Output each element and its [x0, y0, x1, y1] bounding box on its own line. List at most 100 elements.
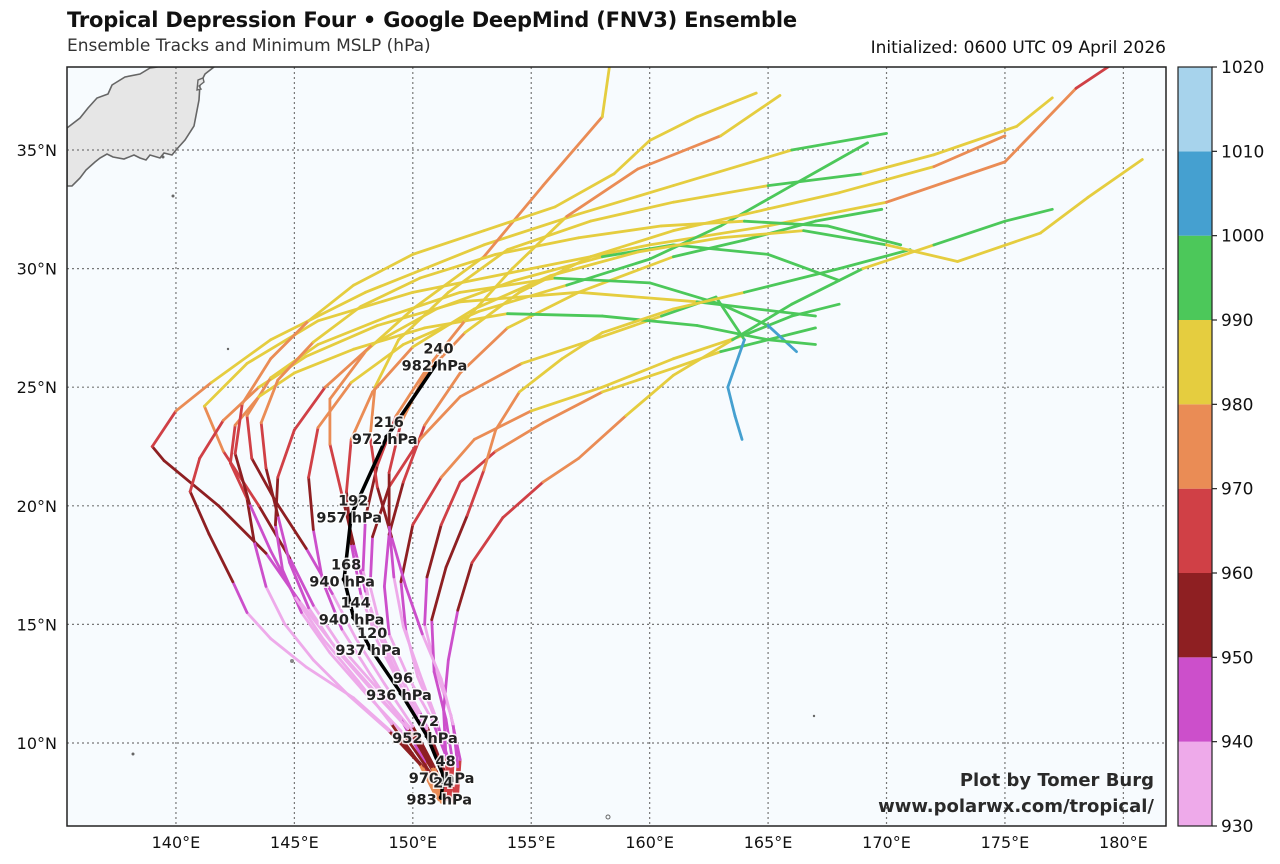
- track-segment: [387, 523, 396, 579]
- y-tick-label: 20°N: [17, 497, 57, 516]
- track-segment: [371, 689, 410, 731]
- track-segment: [494, 390, 521, 432]
- colorbar-bin: [1178, 404, 1212, 489]
- track-segment: [517, 357, 564, 394]
- track-segment: [766, 200, 888, 228]
- track-segment: [411, 229, 486, 256]
- track-segment: [321, 637, 360, 683]
- track-segment: [198, 419, 225, 460]
- track-segment: [257, 504, 292, 560]
- track-segment: [446, 248, 509, 294]
- track-segment: [368, 385, 377, 439]
- track-segment: [311, 604, 344, 650]
- track-segment: [513, 255, 604, 282]
- track-segment: [328, 651, 367, 695]
- colorbar-bin: [1178, 573, 1212, 658]
- track-segment: [885, 243, 959, 263]
- track-segment: [766, 252, 841, 282]
- ensemble-track: [430, 248, 912, 799]
- track-segment: [371, 618, 396, 669]
- track-segment: [316, 314, 391, 346]
- track-segment: [560, 331, 604, 361]
- track-segment: [368, 535, 374, 588]
- track-segment: [380, 632, 405, 683]
- track-segment: [733, 414, 744, 441]
- track-segment: [790, 132, 888, 152]
- island-small: [131, 752, 135, 756]
- island-small: [812, 714, 816, 718]
- track-segment: [247, 502, 273, 553]
- track-segment: [347, 694, 391, 733]
- mslp-label: 972 hPa: [352, 432, 418, 448]
- ensemble-track: [387, 134, 1007, 797]
- track-segment: [399, 684, 429, 731]
- forecast-hour-label: 168: [331, 557, 361, 573]
- track-segment: [316, 290, 415, 323]
- colorbar-tick-label: 1000: [1221, 227, 1264, 247]
- forecast-hour-label: 192: [338, 493, 368, 509]
- track-segment: [274, 523, 284, 572]
- track-segment: [340, 627, 372, 676]
- track-segment: [411, 255, 486, 311]
- track-segment: [766, 172, 865, 187]
- track-segment: [444, 717, 455, 766]
- track-segment: [418, 395, 462, 441]
- track-segment: [188, 490, 211, 536]
- ensemble-track: [233, 91, 758, 799]
- track-segment: [506, 312, 604, 318]
- track-segment: [766, 338, 817, 346]
- track-segment: [589, 200, 675, 223]
- track-segment: [932, 219, 1007, 247]
- track-segment: [188, 456, 202, 493]
- y-tick-label: 15°N: [17, 615, 57, 634]
- track-segment: [382, 682, 415, 728]
- track-segment: [482, 205, 557, 233]
- track-segment: [418, 762, 438, 799]
- track-segment: [600, 307, 675, 335]
- track-segment: [465, 468, 486, 517]
- track-segment: [259, 378, 280, 425]
- track-segment: [307, 426, 320, 479]
- mean-track-point: [348, 512, 354, 518]
- forecast-hour-label: 72: [419, 714, 439, 730]
- credit-url: www.polarwx.com/tropical/: [878, 796, 1154, 817]
- track-segment: [1074, 67, 1111, 90]
- forecast-hour-label: 120: [357, 626, 387, 642]
- track-segment: [825, 224, 903, 247]
- track-segment: [316, 381, 353, 429]
- track-segment: [404, 585, 424, 636]
- credit-author: Plot by Tomer Burg: [960, 770, 1154, 791]
- x-tick-label: 145°E: [270, 833, 319, 852]
- track-segment: [446, 608, 460, 662]
- ensemble-track: [245, 276, 798, 799]
- track-segment: [307, 283, 355, 323]
- track-segment: [300, 611, 332, 655]
- colorbar-tick-label: 940: [1221, 733, 1253, 753]
- track-segment: [390, 722, 422, 766]
- track-segment: [328, 350, 367, 401]
- track-segment: [259, 421, 268, 470]
- track-segment: [340, 646, 379, 690]
- track-segment: [695, 91, 758, 119]
- mean-track-point: [398, 690, 404, 696]
- track-segment: [411, 724, 436, 769]
- track-segment: [328, 442, 344, 496]
- track-segment: [392, 665, 422, 714]
- colorbar-frame: [1177, 66, 1213, 827]
- track-segment: [743, 219, 829, 228]
- track-segment: [885, 160, 1007, 204]
- track-segment: [553, 276, 652, 285]
- colorbar-bin: [1178, 235, 1212, 320]
- track-segment: [458, 362, 524, 399]
- mslp-label: 937 hPa: [335, 643, 401, 659]
- track-segment: [766, 324, 798, 354]
- track-segment: [269, 319, 310, 361]
- track-segment: [671, 210, 758, 233]
- track-segment: [418, 252, 498, 280]
- track-segment: [288, 556, 315, 607]
- track-segment: [292, 347, 355, 375]
- track-segment: [411, 307, 476, 349]
- track-segment: [233, 402, 244, 456]
- track-segment: [210, 338, 273, 384]
